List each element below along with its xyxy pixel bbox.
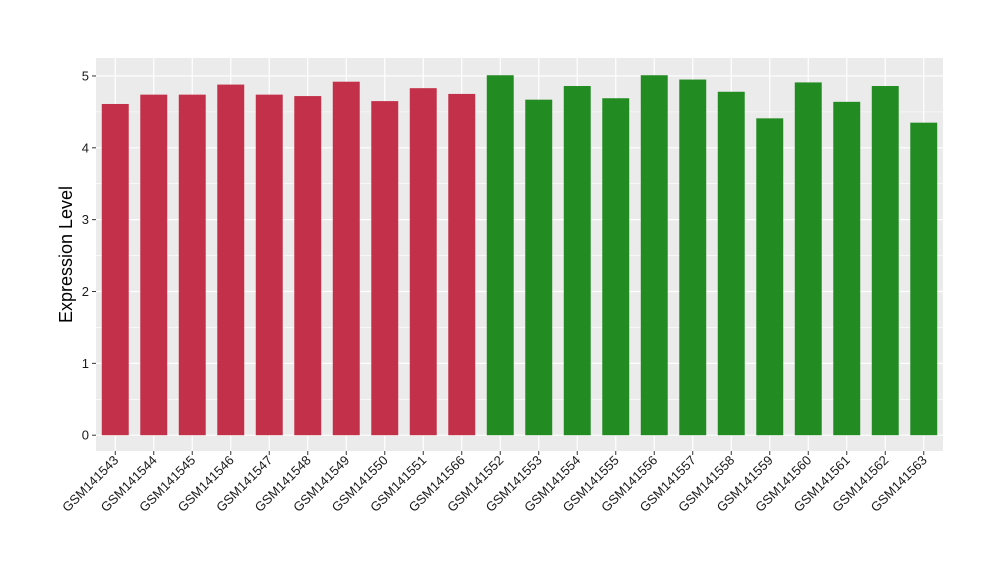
bar-GSM141546 xyxy=(217,84,245,436)
bar-GSM141566 xyxy=(448,93,476,436)
bar-GSM141545 xyxy=(178,94,206,436)
y-tick-label: 2 xyxy=(82,284,89,299)
bar-GSM141547 xyxy=(255,94,283,436)
y-tick-label: 4 xyxy=(82,140,89,155)
x-axis: GSM141543GSM141544GSM141545GSM141546GSM1… xyxy=(59,451,930,515)
bar-GSM141561 xyxy=(833,101,861,436)
y-axis: 0 1 2 3 4 5 xyxy=(82,68,96,443)
bar-GSM141549 xyxy=(332,81,360,436)
bar-GSM141553 xyxy=(525,99,553,436)
bar-GSM141560 xyxy=(794,82,822,436)
bar-GSM141562 xyxy=(871,86,899,436)
bar-GSM141558 xyxy=(717,91,745,436)
bar-GSM141559 xyxy=(756,118,784,436)
bar-GSM141555 xyxy=(602,98,630,436)
y-tick-label: 0 xyxy=(82,428,89,443)
bar-GSM141563 xyxy=(910,122,938,436)
bar-GSM141554 xyxy=(563,86,591,436)
bars xyxy=(101,75,938,436)
bar-GSM141556 xyxy=(640,75,668,436)
bar-GSM141557 xyxy=(679,79,707,436)
y-axis-title: Expression Level xyxy=(56,186,76,323)
bar-GSM141552 xyxy=(486,75,514,436)
bar-GSM141548 xyxy=(294,96,322,436)
y-tick-label: 5 xyxy=(82,68,89,83)
bar-GSM141550 xyxy=(371,101,399,436)
y-tick-label: 1 xyxy=(82,356,89,371)
bar-GSM141544 xyxy=(140,94,168,436)
bar-GSM141543 xyxy=(101,103,129,436)
y-tick-label: 3 xyxy=(82,212,89,227)
bar-GSM141551 xyxy=(409,88,437,436)
